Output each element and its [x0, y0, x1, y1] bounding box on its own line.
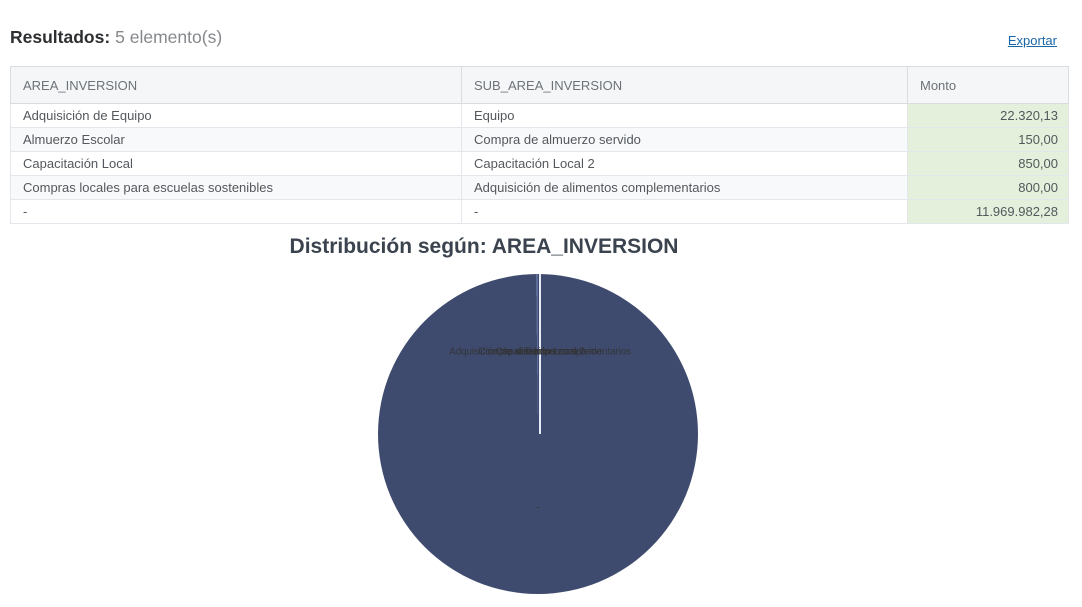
cell-area: Compras locales para escuelas sostenible… [10, 175, 462, 200]
cell-monto: 11.969.982,28 [907, 199, 1069, 224]
table-row: - -11.969.982,28 [10, 199, 1069, 224]
table-row: Compras locales para escuelas sostenible… [10, 175, 1069, 200]
cell-monto: 800,00 [907, 175, 1069, 200]
results-bar: Resultados: 5 elemento(s) Exportar [10, 27, 1057, 48]
table-header: AREA_INVERSION SUB_AREA_INVERSION Monto [10, 66, 1069, 104]
table-row: Adquisición de Equipo Equipo 22.320,13 [10, 103, 1069, 128]
results-label: Resultados: [10, 27, 111, 47]
table-row: Almuerzo Escolar Compra de almuerzo servi… [10, 127, 1069, 152]
pie-label: Equipo [525, 346, 555, 358]
export-link[interactable]: Exportar [1007, 33, 1057, 48]
pie-slice-divider [539, 274, 541, 434]
results-summary: Resultados: 5 elemento(s) [10, 27, 222, 48]
column-header-monto: Monto [907, 66, 1069, 104]
chart-title: Distribución según: AREA_INVERSION [289, 235, 679, 258]
table-row: Capacitación Local Capacitación Local 2 85… [10, 151, 1069, 176]
cell-area: - [10, 199, 462, 224]
pie-label: Compra de almuerzo servido [478, 346, 602, 358]
column-header-sub-area: SUB_AREA_INVERSION [461, 66, 908, 104]
table-body: Adquisición de Equipo Equipo 22.320,13 Almu… [10, 103, 1069, 224]
pie-label-dominant-slice: - [536, 502, 540, 514]
cell-monto: 150,00 [907, 127, 1069, 152]
cell-area: Adquisición de Equipo [10, 103, 462, 128]
pie-chart [378, 274, 698, 594]
cell-monto: 850,00 [907, 151, 1069, 176]
cell-area: Almuerzo Escolar [10, 127, 462, 152]
results-count: 5 elemento(s) [115, 27, 223, 47]
cell-sub-area: Capacitación Local 2 [461, 151, 908, 176]
cell-sub-area: - [461, 199, 908, 224]
cell-monto: 22.320,13 [907, 103, 1069, 128]
cell-sub-area: Compra de almuerzo servido [461, 127, 908, 152]
pie-label: Capacitación Local 2 [495, 346, 585, 358]
column-header-area: AREA_INVERSION [10, 66, 462, 104]
results-table: AREA_INVERSION SUB_AREA_INVERSION Monto … [10, 66, 1069, 224]
cell-sub-area: Equipo [461, 103, 908, 128]
cell-area: Capacitación Local [10, 151, 462, 176]
pie-label: Adquisición de alimentos complementarios [449, 346, 631, 358]
cell-sub-area: Adquisición de alimentos complementarios [461, 175, 908, 200]
